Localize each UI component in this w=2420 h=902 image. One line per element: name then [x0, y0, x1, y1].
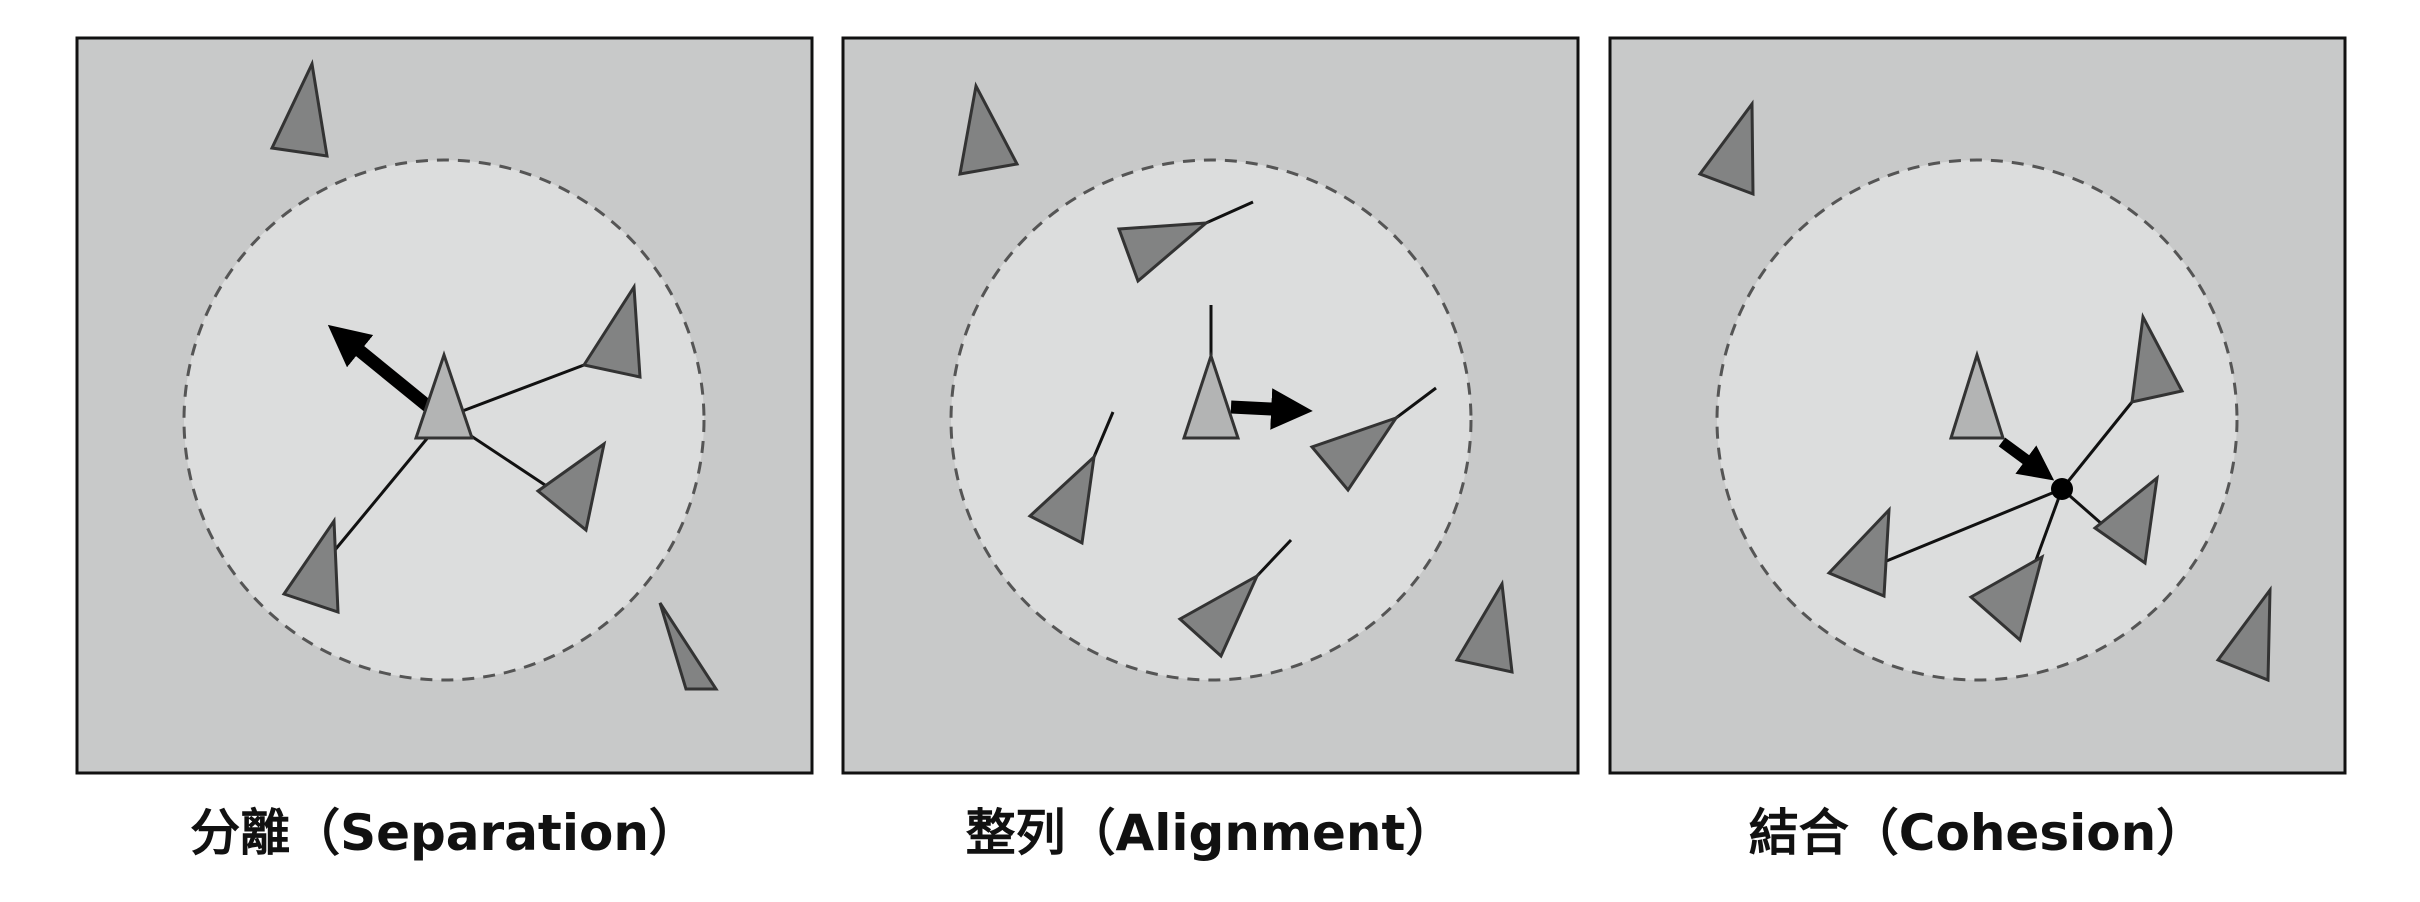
boid-neighbor	[281, 516, 340, 615]
alignment-panel	[841, 36, 1580, 775]
boid-neighbor	[1116, 221, 1211, 284]
neighbor-link	[328, 417, 446, 557]
boid-neighbor	[1177, 572, 1261, 659]
boid-neighbor	[581, 282, 642, 379]
boid-focal	[1948, 349, 2006, 440]
boid-outside	[1697, 99, 1755, 197]
heading-line	[1205, 200, 1254, 225]
cohesion-panel	[1608, 36, 2347, 775]
alignment-steer-arrow	[1230, 388, 1313, 430]
boid-neighbor	[1826, 506, 1891, 599]
boid-outside	[1454, 579, 1514, 674]
boid-focal	[1181, 351, 1241, 440]
separation-steer-arrow	[327, 324, 435, 414]
boid-outside	[269, 59, 329, 158]
alignment-caption: 整列（Alignment）	[965, 804, 1456, 862]
heading-line	[1395, 386, 1437, 420]
heading-line	[1255, 538, 1293, 578]
separation-caption: 分離（Separation）	[190, 804, 699, 862]
center-of-mass-dot	[2051, 478, 2073, 500]
boid-outside	[658, 602, 719, 691]
heading-line	[1092, 411, 1115, 458]
boid-neighbor	[2130, 312, 2185, 404]
separation-panel	[75, 36, 814, 775]
boid-neighbor	[2092, 474, 2160, 566]
cohesion-steer-arrow	[1998, 437, 2055, 481]
neighbor-link	[443, 363, 585, 420]
cohesion-link	[2030, 488, 2064, 572]
cohesion-link	[2060, 401, 2134, 490]
cohesion-caption: 結合（Cohesion）	[1748, 804, 2207, 862]
boid-neighbor	[1968, 553, 2045, 643]
boid-outside	[958, 81, 1020, 176]
cohesion-link	[1883, 487, 2063, 564]
boid-neighbor	[1309, 415, 1400, 493]
boid-focal	[413, 350, 475, 440]
boid-neighbor	[535, 440, 607, 533]
boid-neighbor	[1027, 453, 1097, 546]
boid-outside	[2215, 585, 2272, 683]
